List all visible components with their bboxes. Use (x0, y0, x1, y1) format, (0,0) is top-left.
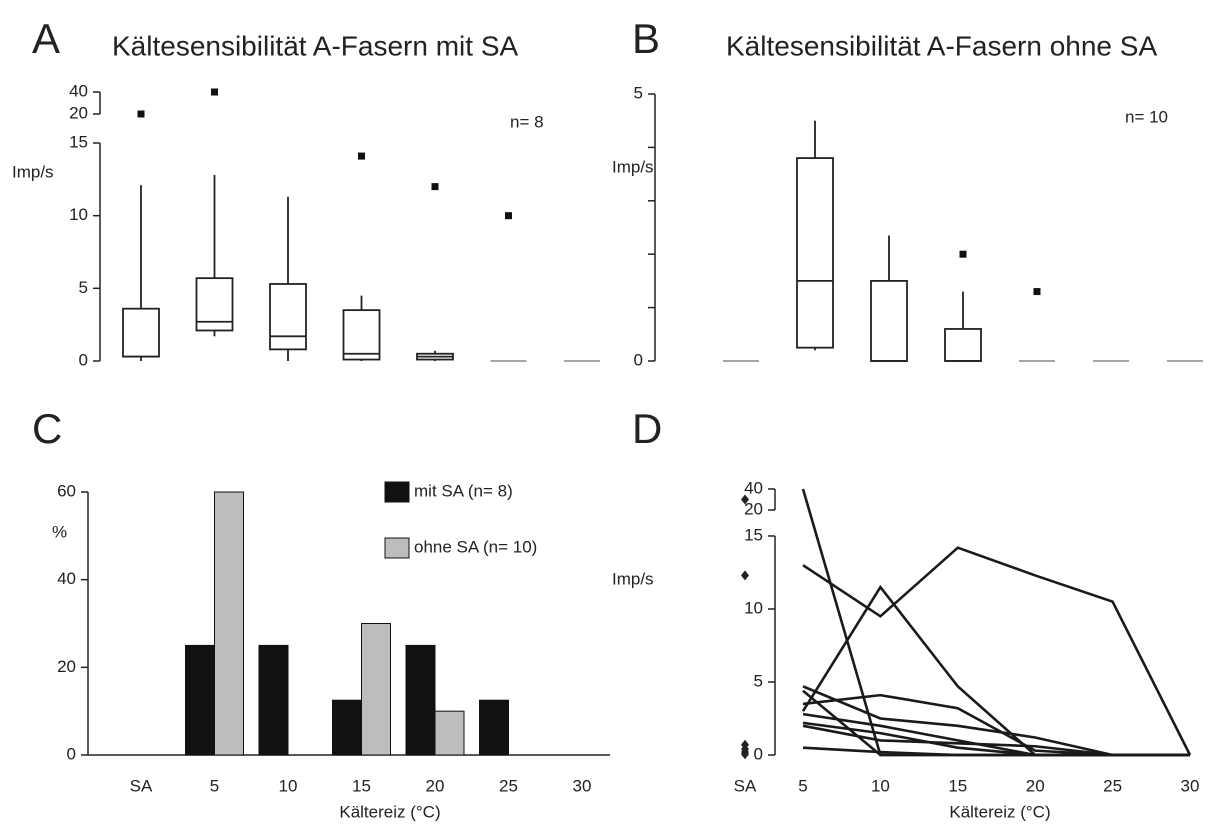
panel-letter: C (32, 405, 62, 452)
outlier (505, 212, 512, 220)
y-tick-label: 15 (69, 132, 88, 151)
box (870, 279, 908, 362)
legend-label: ohne SA (n= 10) (414, 537, 537, 556)
y-tick-label: 5 (634, 83, 643, 102)
x-axis-label: Kältereiz (°C) (339, 802, 440, 821)
x-tick-label: SA (130, 776, 153, 795)
y-tick-label: 5 (754, 671, 763, 690)
x-tick-label: 20 (426, 776, 445, 795)
x-tick-label: 15 (352, 776, 371, 795)
box (269, 283, 307, 351)
panel-letter: B (632, 15, 660, 62)
bar (332, 699, 362, 756)
bar (214, 491, 244, 756)
y-tick-label: 40 (57, 569, 76, 588)
y-tick-label: 10 (744, 598, 763, 617)
fiber-line (801, 488, 1190, 757)
outlier (959, 250, 967, 258)
panel-letter: A (32, 15, 60, 62)
sa-point (741, 570, 749, 581)
y-tick-label: 5 (79, 278, 88, 297)
y-tick-label: 10 (69, 205, 88, 224)
legend-swatch (384, 481, 410, 503)
y-tick-label: 60 (57, 481, 76, 500)
bar (185, 644, 215, 756)
x-tick-label: 10 (871, 776, 890, 795)
y-tick-label: 20 (57, 657, 76, 676)
x-tick-label: 20 (1026, 776, 1045, 795)
bar (361, 623, 391, 756)
annotation: n= 8 (510, 112, 544, 131)
outlier (211, 88, 218, 96)
x-tick-label: SA (734, 776, 757, 795)
x-tick-label: 10 (279, 776, 298, 795)
outlier (358, 152, 365, 160)
sa-point (741, 749, 749, 760)
y-axis-label: % (52, 522, 67, 541)
box (796, 157, 834, 349)
x-axis-label: Kältereiz (°C) (949, 802, 1050, 821)
chart-title: Kältesensibilität A-Fasern ohne SA (726, 30, 1157, 61)
outlier (137, 110, 145, 118)
x-tick-label: 5 (798, 776, 807, 795)
bar (434, 710, 465, 756)
x-tick-label: 15 (948, 776, 967, 795)
fiber-line (802, 689, 1190, 757)
y-tick-label: 40 (69, 81, 88, 100)
bar (479, 699, 509, 756)
outlier (1033, 288, 1041, 296)
y-tick-label: 40 (744, 478, 763, 497)
y-tick-label: 0 (754, 744, 763, 763)
y-tick-label: 20 (69, 103, 88, 122)
chart-title: Kältesensibilität A-Fasern mit SA (112, 30, 518, 61)
x-tick-label: 30 (1181, 776, 1200, 795)
y-axis-label: Imp/s (612, 569, 654, 588)
x-tick-label: 25 (1103, 776, 1122, 795)
y-axis-label: Imp/s (12, 162, 54, 181)
legend-swatch (384, 537, 410, 559)
x-tick-label: 30 (573, 776, 592, 795)
y-tick-label: 0 (634, 350, 643, 369)
annotation: n= 10 (1125, 107, 1168, 126)
bar (258, 644, 289, 756)
bar (405, 644, 436, 756)
x-tick-label: 25 (499, 776, 518, 795)
box (944, 328, 982, 362)
sa-point (741, 494, 749, 505)
y-tick-label: 20 (744, 499, 763, 518)
y-tick-label: 15 (744, 525, 763, 544)
x-tick-label: 5 (210, 776, 219, 795)
box (195, 277, 234, 332)
outlier (431, 183, 439, 191)
y-axis-label: Imp/s (612, 157, 654, 176)
y-tick-label: 0 (79, 350, 88, 369)
panel-letter: D (632, 405, 662, 452)
box (122, 307, 160, 358)
legend-label: mit SA (n= 8) (414, 481, 513, 500)
box (342, 309, 381, 361)
y-tick-label: 0 (67, 744, 76, 763)
